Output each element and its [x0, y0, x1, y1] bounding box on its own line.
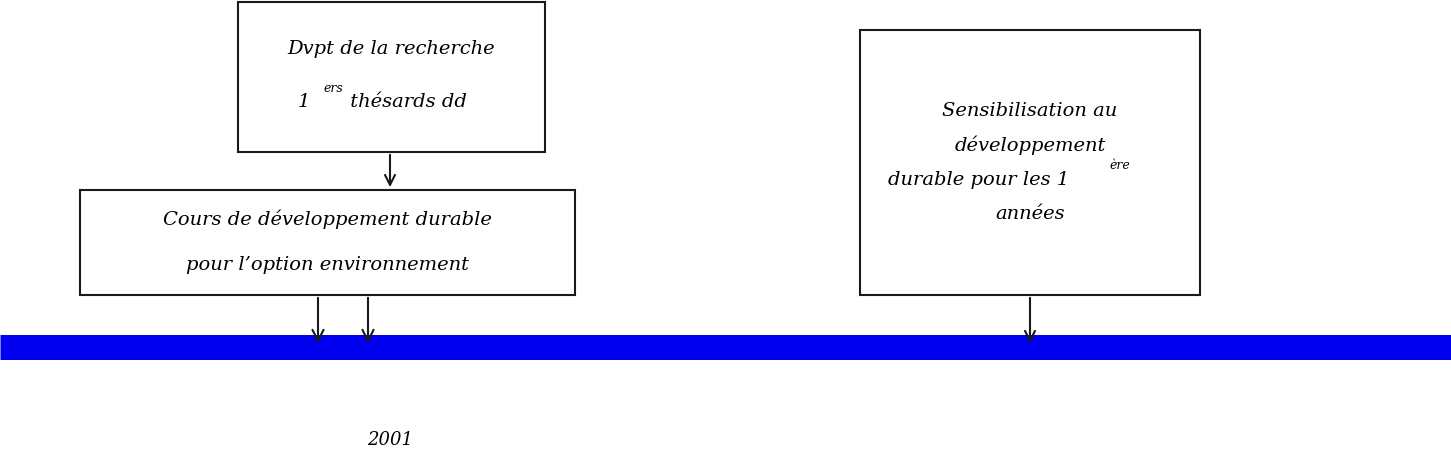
- Text: années: années: [995, 205, 1065, 223]
- Text: 1: 1: [297, 93, 309, 111]
- FancyBboxPatch shape: [238, 2, 546, 152]
- Text: ers: ers: [324, 82, 342, 95]
- Text: 2001: 2001: [367, 431, 414, 449]
- Text: pour l’option environnement: pour l’option environnement: [186, 257, 469, 274]
- Text: Sensibilisation au: Sensibilisation au: [942, 102, 1117, 120]
- FancyBboxPatch shape: [80, 190, 575, 295]
- Text: ère: ère: [1110, 159, 1130, 173]
- FancyBboxPatch shape: [860, 30, 1200, 295]
- Text: durable pour les 1: durable pour les 1: [888, 171, 1069, 189]
- Text: développement: développement: [955, 135, 1106, 155]
- Text: Dvpt de la recherche: Dvpt de la recherche: [287, 40, 495, 58]
- Text: Cours de développement durable: Cours de développement durable: [163, 210, 492, 230]
- Text: thésards dd: thésards dd: [344, 93, 466, 111]
